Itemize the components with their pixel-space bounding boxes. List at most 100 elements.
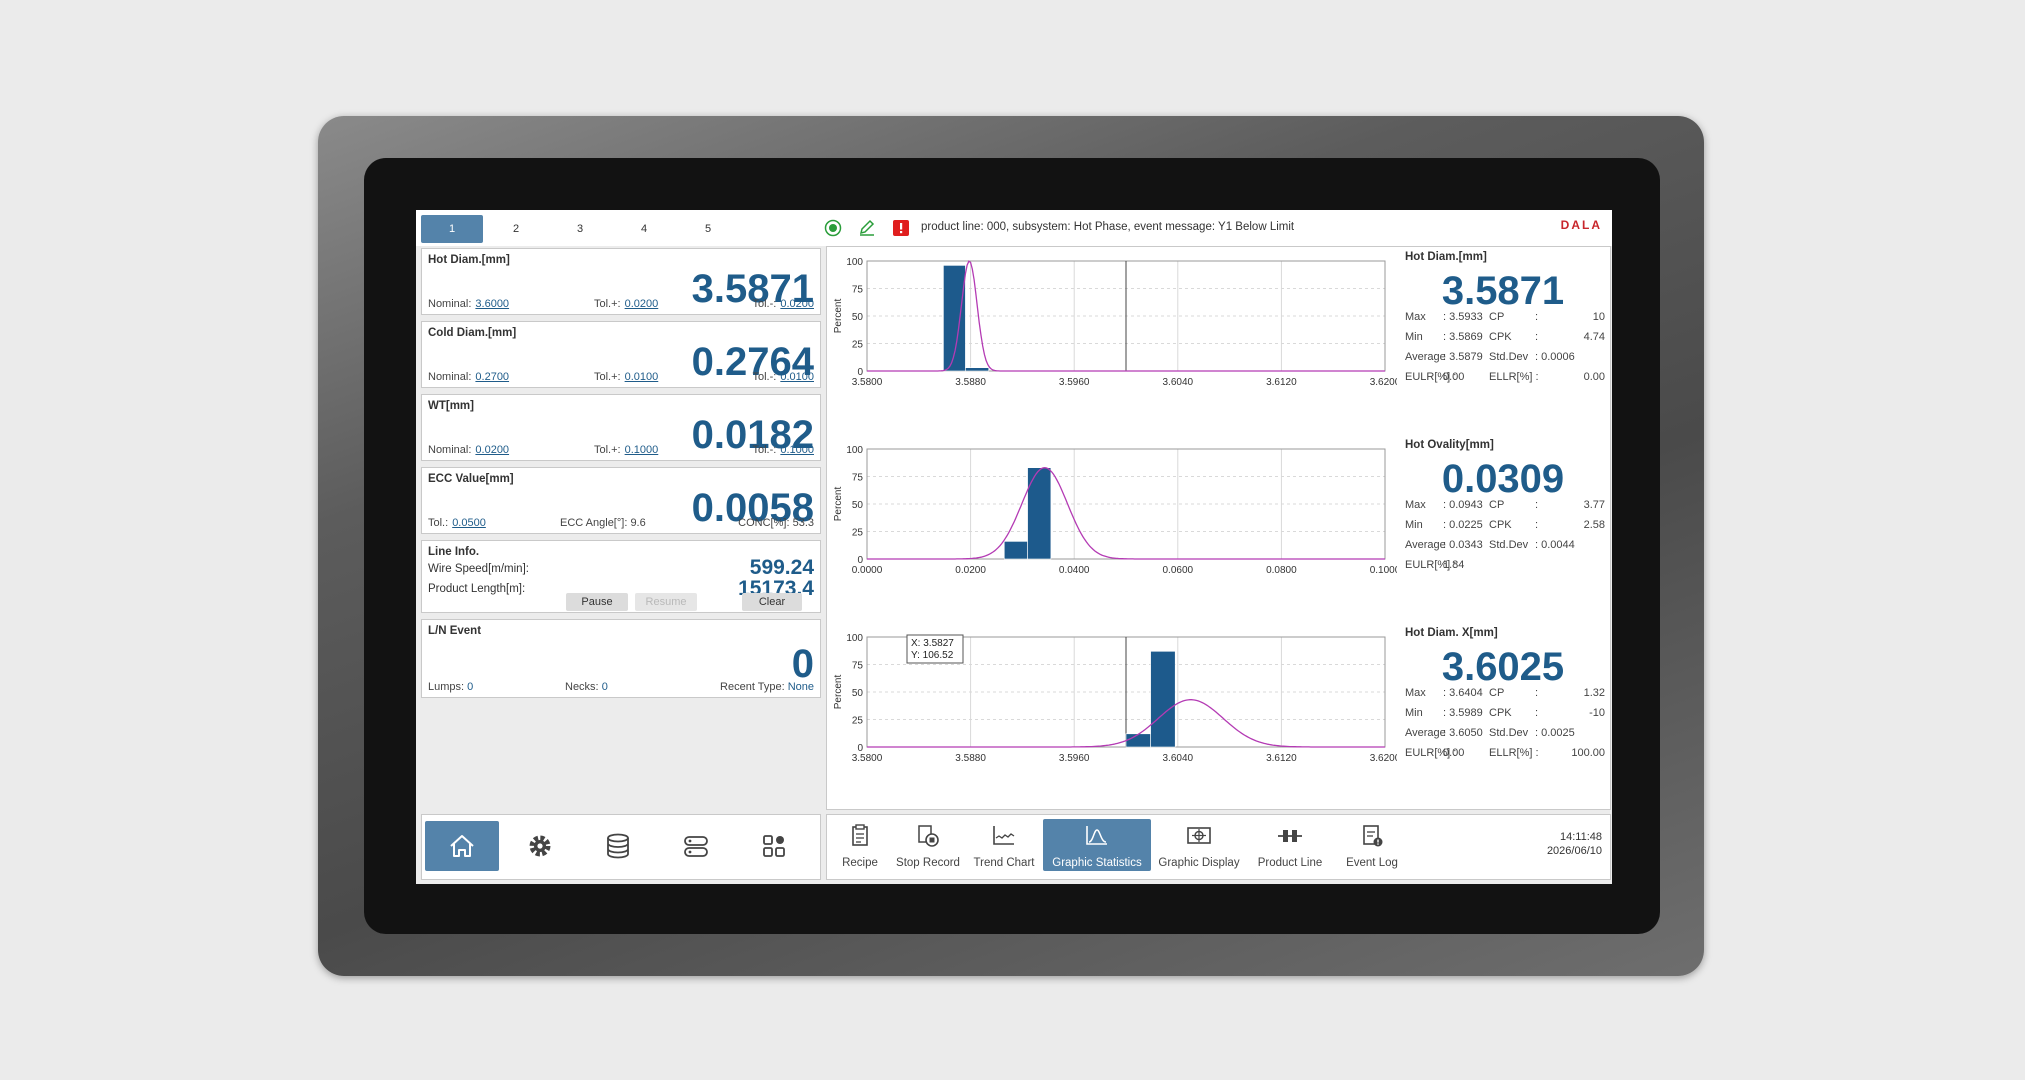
- clock-time: 14:11:48: [1559, 831, 1602, 843]
- stats-cell: ELLR[%] :: [1489, 371, 1539, 383]
- tol-plus-value[interactable]: 0.0100: [624, 371, 659, 383]
- stats-cell: 1.32: [1583, 687, 1605, 699]
- stats-cell: Min: [1405, 707, 1423, 719]
- stats-cell: 4.74: [1583, 331, 1605, 343]
- product-line-button[interactable]: Product Line: [1247, 819, 1333, 871]
- tab-5[interactable]: 5: [704, 223, 712, 235]
- toolbar-label: Trend Chart: [973, 857, 1035, 869]
- stop-record-button[interactable]: Stop Record: [891, 819, 965, 871]
- tol-plus-label: Tol.+:: [594, 371, 621, 383]
- tab-3[interactable]: 3: [576, 223, 584, 235]
- nominal-label: Nominal:: [428, 444, 472, 456]
- card-value: 3.5871: [691, 267, 814, 311]
- toolbar-label: Event Log: [1346, 857, 1398, 869]
- y-tick-label: 25: [852, 340, 864, 351]
- tol-plus-label: Tol.+:: [594, 298, 621, 310]
- wt-card: WT[mm] 0.0182 Nominal: 0.0200 Tol.+: 0.100…: [421, 394, 821, 461]
- recipe-button[interactable]: Recipe: [831, 819, 889, 871]
- nominal-label: Nominal:: [428, 371, 472, 383]
- tol-plus-value[interactable]: 0.0200: [624, 298, 659, 310]
- stats-value: 3.5871: [1441, 269, 1565, 313]
- x-tick-label: 3.5800: [852, 377, 883, 388]
- x-tick-label: 0.0800: [1266, 565, 1297, 576]
- database-button[interactable]: [581, 821, 655, 871]
- y-tick-label: 50: [852, 688, 864, 699]
- stats-row: EULR[%] :0.00 ELLR[%] : 100.00: [1405, 747, 1609, 761]
- stats-cell: : 0.0343: [1443, 539, 1483, 551]
- tol-minus-value[interactable]: 0.0200: [780, 298, 814, 310]
- server-button[interactable]: [659, 821, 733, 871]
- y-tick-label: 75: [852, 661, 864, 672]
- normal-curve: [867, 467, 1385, 560]
- stats-cell: Max: [1405, 687, 1426, 699]
- resume-button[interactable]: Resume: [635, 593, 697, 611]
- histogram-bar: [1150, 650, 1176, 748]
- y-axis-label: Percent: [833, 675, 844, 710]
- graphic-statistics-panel: 0 25 50 75 100 3.5800 3.5880 3.5960 3.6040 3.6120…: [826, 246, 1611, 810]
- card-title: Line Info.: [428, 546, 480, 558]
- x-tick-label: 3.5960: [1059, 377, 1090, 388]
- clear-button[interactable]: Clear: [742, 593, 802, 611]
- tol-minus-label: Tol.-:: [752, 444, 777, 456]
- stats-cell: CP: [1489, 687, 1505, 699]
- stats-title: Hot Diam. X[mm]: [1405, 627, 1498, 639]
- stats-cell: Average: [1405, 727, 1446, 739]
- nominal-value[interactable]: 0.2700: [475, 371, 510, 383]
- tol-plus-value[interactable]: 0.1000: [624, 444, 659, 456]
- event-log-button[interactable]: Event Log: [1335, 819, 1409, 871]
- graphic-statistics-button[interactable]: Graphic Statistics: [1043, 819, 1151, 871]
- stats-cell: : 0.0025: [1535, 727, 1575, 739]
- apps-button[interactable]: [737, 821, 811, 871]
- x-tick-label: 3.5800: [852, 753, 883, 764]
- x-tick-label: 3.6200: [1370, 753, 1397, 764]
- x-tick-label: 3.6200: [1370, 377, 1397, 388]
- stats-row: Min: 3.5869 CPK: 4.74: [1405, 331, 1609, 345]
- toolbar-label: Product Line: [1257, 857, 1323, 869]
- card-title: ECC Value[mm]: [428, 473, 514, 485]
- x-tick-label: 3.6120: [1266, 753, 1297, 764]
- nominal-value[interactable]: 3.6000: [475, 298, 510, 310]
- card-title: WT[mm]: [428, 400, 474, 412]
- trend-chart-button[interactable]: Trend Chart: [967, 819, 1041, 871]
- histogram-bar: [943, 265, 966, 372]
- home-button[interactable]: [425, 821, 499, 871]
- ln-event-card: L/N Event 0 Lumps: 0 Necks: 0 Recent Typ…: [421, 619, 821, 698]
- stats-cell: Average: [1405, 539, 1446, 551]
- nominal-value[interactable]: 0.0200: [475, 444, 510, 456]
- stats-cell: CPK: [1489, 331, 1512, 343]
- tab-2[interactable]: 2: [512, 223, 520, 235]
- tol-minus-value[interactable]: 0.1000: [780, 444, 814, 456]
- stats-cell: Min: [1405, 331, 1423, 343]
- pause-button[interactable]: Pause: [566, 593, 628, 611]
- stats-title: Hot Diam.[mm]: [1405, 251, 1487, 263]
- stats-value: 3.6025: [1441, 645, 1565, 689]
- edit-pen-icon[interactable]: [858, 219, 876, 237]
- graphic-display-button[interactable]: Graphic Display: [1153, 819, 1245, 871]
- tab-1[interactable]: 1: [421, 215, 483, 243]
- stats-hot-ovality: Hot Ovality[mm] 0.0309 Max: 0.0943 CP:3.77 M…: [1403, 435, 1609, 625]
- stats-cell: : 0.0044: [1535, 539, 1575, 551]
- alarm-icon[interactable]: [892, 219, 910, 237]
- tol-minus-value[interactable]: 0.0100: [780, 371, 814, 383]
- tab-4[interactable]: 4: [640, 223, 648, 235]
- function-toolbar: Recipe Stop Record Trend Chart Graphic S…: [826, 814, 1611, 880]
- stats-cell: Average: [1405, 351, 1446, 363]
- stats-hot-diam-x: Hot Diam. X[mm] 3.6025 Max: 3.6404 CP:1.32 M…: [1403, 623, 1609, 813]
- stats-cell: :: [1535, 519, 1539, 531]
- y-tick-label: 25: [852, 528, 864, 539]
- y-tick-label: 50: [852, 312, 864, 323]
- histogram-svg: 0 25 50 75 100 3.5800 3.5880 3.5960 3.6040 3.6120…: [833, 633, 1397, 764]
- normal-curve: [867, 699, 1385, 748]
- record-status-icon[interactable]: [824, 219, 842, 237]
- apps-icon: [763, 835, 785, 857]
- settings-button[interactable]: [503, 821, 577, 871]
- stats-cell: Max: [1405, 499, 1426, 511]
- tol-value[interactable]: 0.0500: [452, 517, 486, 529]
- main-navigation: [421, 814, 821, 880]
- wire-speed-value: 599.24: [749, 556, 814, 579]
- histogram-bar: [1003, 541, 1028, 560]
- x-tick-label: 0.1000: [1370, 565, 1397, 576]
- stats-cell: : 0.0225: [1443, 519, 1483, 531]
- crosshair-tooltip: [906, 634, 964, 664]
- stats-cell: : 3.6404: [1443, 687, 1483, 699]
